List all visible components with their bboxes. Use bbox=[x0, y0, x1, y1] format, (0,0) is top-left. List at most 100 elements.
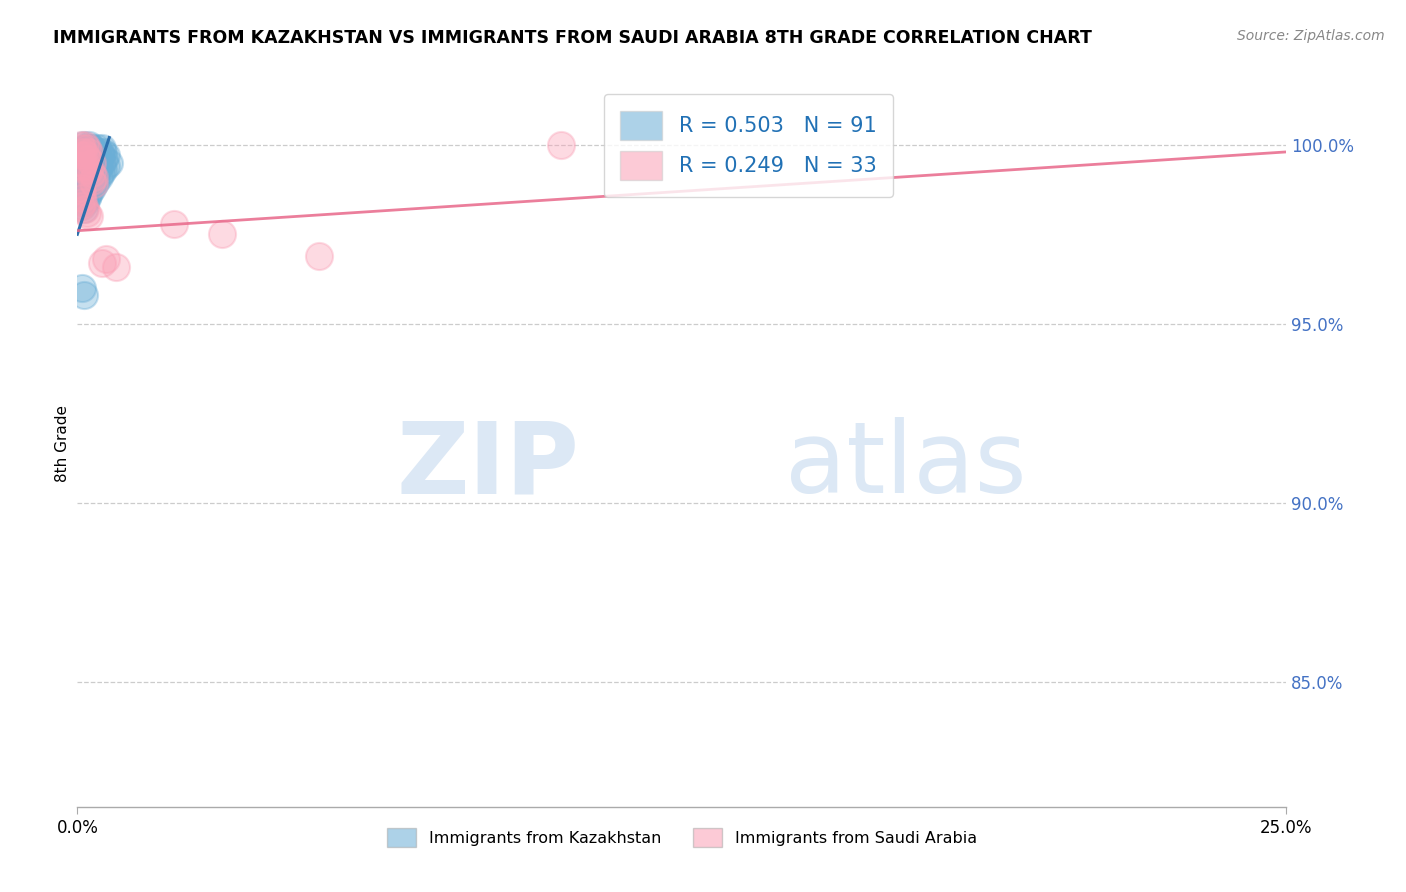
Point bbox=[70, 137, 93, 152]
Point bbox=[80, 173, 103, 187]
Point bbox=[72, 159, 94, 173]
Point bbox=[75, 145, 97, 159]
Point bbox=[70, 199, 93, 213]
Point bbox=[84, 155, 107, 169]
Point bbox=[79, 166, 101, 180]
Point bbox=[80, 148, 103, 162]
Point bbox=[69, 162, 91, 177]
Point bbox=[83, 145, 105, 159]
Point bbox=[80, 162, 103, 177]
Point bbox=[93, 162, 115, 177]
Point bbox=[308, 249, 330, 263]
Point bbox=[79, 162, 101, 177]
Point bbox=[80, 141, 103, 155]
Point bbox=[79, 210, 101, 224]
Point bbox=[90, 141, 112, 155]
Point bbox=[96, 148, 118, 162]
Point bbox=[73, 155, 96, 169]
Point bbox=[72, 180, 94, 194]
Point bbox=[77, 145, 100, 159]
Point bbox=[79, 159, 101, 173]
Point bbox=[77, 177, 100, 191]
Point bbox=[76, 145, 98, 159]
Point bbox=[77, 145, 100, 159]
Point bbox=[73, 137, 96, 152]
Point bbox=[77, 155, 100, 169]
Point bbox=[75, 145, 97, 159]
Point bbox=[70, 191, 93, 205]
Point bbox=[83, 169, 105, 184]
Point bbox=[82, 155, 104, 169]
Text: atlas: atlas bbox=[785, 417, 1026, 514]
Point bbox=[83, 166, 105, 180]
Point bbox=[83, 177, 105, 191]
Point bbox=[80, 155, 103, 169]
Point bbox=[75, 184, 97, 198]
Point bbox=[80, 166, 103, 180]
Point bbox=[98, 155, 121, 169]
Point bbox=[70, 152, 93, 166]
Point bbox=[82, 159, 104, 173]
Point bbox=[70, 148, 93, 162]
Point bbox=[76, 148, 98, 162]
Y-axis label: 8th Grade: 8th Grade bbox=[55, 405, 70, 483]
Point bbox=[76, 206, 98, 220]
Point bbox=[76, 166, 98, 180]
Point bbox=[96, 159, 118, 173]
Point bbox=[72, 195, 94, 210]
Point bbox=[73, 202, 96, 217]
Point bbox=[77, 141, 100, 155]
Point bbox=[69, 159, 91, 173]
Point bbox=[72, 173, 94, 187]
Point bbox=[83, 177, 105, 191]
Point bbox=[72, 137, 94, 152]
Point bbox=[86, 162, 108, 177]
Point bbox=[70, 166, 93, 180]
Point bbox=[72, 145, 94, 159]
Point bbox=[163, 217, 186, 231]
Point bbox=[76, 141, 98, 155]
Point bbox=[80, 180, 103, 194]
Point bbox=[70, 152, 93, 166]
Point bbox=[79, 137, 101, 152]
Point bbox=[73, 162, 96, 177]
Text: IMMIGRANTS FROM KAZAKHSTAN VS IMMIGRANTS FROM SAUDI ARABIA 8TH GRADE CORRELATION: IMMIGRANTS FROM KAZAKHSTAN VS IMMIGRANTS… bbox=[53, 29, 1092, 46]
Point bbox=[70, 184, 93, 198]
Point bbox=[86, 148, 108, 162]
Point bbox=[79, 184, 101, 198]
Point bbox=[87, 159, 110, 173]
Point bbox=[70, 148, 93, 162]
Point bbox=[87, 169, 110, 184]
Point bbox=[76, 191, 98, 205]
Point bbox=[86, 141, 108, 155]
Point bbox=[82, 169, 104, 184]
Point bbox=[79, 173, 101, 187]
Point bbox=[90, 148, 112, 162]
Point bbox=[75, 152, 97, 166]
Point bbox=[70, 180, 93, 194]
Point bbox=[76, 159, 98, 173]
Point bbox=[73, 141, 96, 155]
Point bbox=[70, 141, 93, 155]
Point bbox=[70, 199, 93, 213]
Point bbox=[87, 152, 110, 166]
Point bbox=[89, 145, 111, 159]
Point bbox=[79, 145, 101, 159]
Text: Source: ZipAtlas.com: Source: ZipAtlas.com bbox=[1237, 29, 1385, 43]
Point bbox=[83, 152, 105, 166]
Point bbox=[70, 159, 93, 173]
Point bbox=[69, 155, 91, 169]
Point bbox=[75, 169, 97, 184]
Point bbox=[70, 180, 93, 194]
Point bbox=[82, 145, 104, 159]
Point bbox=[76, 159, 98, 173]
Point bbox=[90, 155, 112, 169]
Point bbox=[73, 177, 96, 191]
Point bbox=[75, 173, 97, 187]
Point bbox=[70, 187, 93, 202]
Point bbox=[91, 145, 114, 159]
Point bbox=[72, 195, 94, 210]
Point bbox=[76, 180, 98, 194]
Point bbox=[70, 173, 93, 187]
Point bbox=[93, 152, 115, 166]
